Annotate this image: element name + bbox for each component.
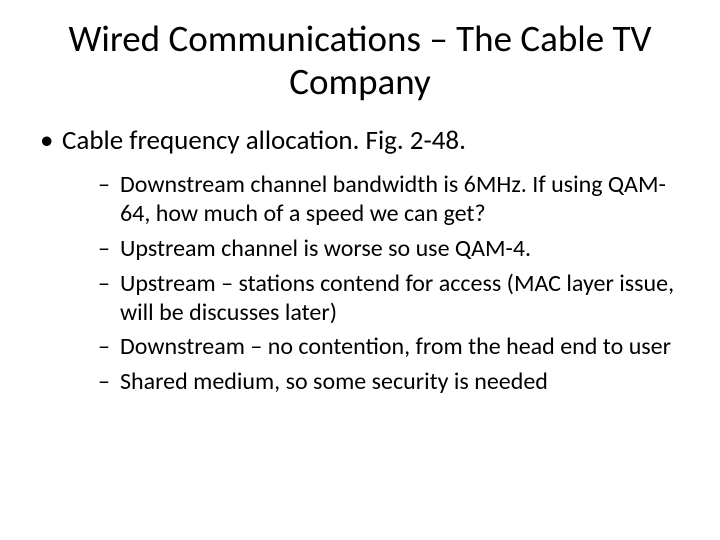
bullet-level1: Cable frequency allocation. Fig. 2-48. [36,125,684,157]
sub-bullet: Upstream – stations contend for access (… [98,270,684,328]
sub-bullet: Downstream channel bandwidth is 6MHz. If… [98,171,684,229]
sub-bullet-text: Downstream – no contention, from the hea… [120,332,671,361]
bullet-level1-text: Cable frequency allocation. Fig. 2-48. [62,124,466,157]
sub-bullet: Upstream channel is worse so use QAM-4. [98,235,684,264]
slide: Wired Communications – The Cable TV Comp… [0,0,720,540]
sub-bullet: Downstream – no contention, from the hea… [98,333,684,362]
sub-bullet: Shared medium, so some security is neede… [98,368,684,397]
sub-bullet-text: Upstream – stations contend for access (… [120,269,674,327]
sub-bullet-group: Downstream channel bandwidth is 6MHz. If… [36,171,684,397]
sub-bullet-text: Shared medium, so some security is neede… [120,367,548,396]
sub-bullet-text: Upstream channel is worse so use QAM-4. [120,234,531,263]
slide-title: Wired Communications – The Cable TV Comp… [36,18,684,103]
sub-bullet-text: Downstream channel bandwidth is 6MHz. If… [120,170,666,228]
